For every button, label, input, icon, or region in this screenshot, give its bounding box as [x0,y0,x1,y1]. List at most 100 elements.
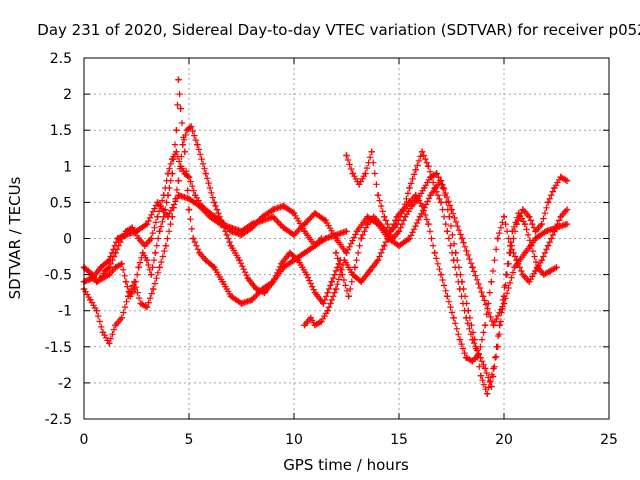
data-point [190,235,197,242]
data-point [328,278,335,286]
data-point [164,213,172,221]
data-point [532,228,539,235]
data-point [563,177,571,184]
data-point [175,76,182,83]
data-point [519,271,527,278]
data-point [477,372,485,379]
data-point [421,184,428,192]
data-point [156,228,163,235]
data-point [444,293,451,300]
data-point [416,213,424,221]
y-tick-label: 1 [63,159,72,175]
data-point [412,191,419,199]
data-point [106,339,113,347]
y-tick-label: 2 [63,87,72,103]
data-point [286,249,293,257]
data-point [343,228,350,235]
data-point [364,213,371,221]
data-point [227,224,235,231]
data-point [99,329,107,336]
data-point [465,307,472,314]
data-point [521,220,529,228]
data-point [93,278,100,286]
data-point [211,199,218,206]
data-point [538,256,545,264]
data-point [463,354,470,361]
data-point [253,285,260,293]
data-point [173,148,180,156]
data-point [358,235,365,242]
data-point [349,170,356,177]
data-point [112,321,119,329]
data-point [332,249,340,257]
y-tick-label: 0.5 [50,195,72,211]
data-point [154,213,161,221]
data-point [303,271,310,278]
data-point [106,264,113,271]
y-tick-label: 2.5 [50,51,72,67]
x-tick-label: 5 [185,432,194,448]
data-point [259,285,266,293]
x-tick-label: 0 [80,432,89,448]
data-point [353,228,361,235]
data-point [227,293,235,300]
data-point [395,228,403,235]
data-point [143,303,151,311]
data-point [425,163,432,170]
data-point [280,264,287,271]
data-point [150,285,157,293]
data-point [148,271,155,278]
data-points [80,76,571,397]
data-point [301,249,308,257]
data-point [437,271,445,278]
data-point [175,191,182,199]
data-point [311,321,319,329]
data-point [355,181,363,188]
data-point [112,264,119,271]
data-point [269,213,277,221]
data-point [364,220,371,228]
data-point [152,249,159,257]
data-point [135,264,142,271]
data-point [444,228,451,235]
data-point [502,271,510,278]
data-point [131,285,138,293]
data-point [238,228,245,235]
data-point [519,206,527,213]
y-tick-label: 0 [63,232,72,248]
data-point [324,307,331,314]
series-track-7 [80,177,571,329]
data-point [534,264,541,271]
series-track-3 [87,76,350,307]
x-tick-label: 15 [390,432,408,448]
data-point [311,289,319,296]
data-point [196,249,203,257]
data-point [406,235,413,242]
data-point [301,321,308,329]
data-point [381,242,388,249]
data-point [85,267,92,275]
data-point [227,242,235,249]
data-point [238,300,245,307]
data-point [269,206,277,213]
data-point [87,296,94,304]
data-point [553,264,560,271]
data-point [343,152,350,159]
data-point [141,242,149,249]
data-point [446,213,453,221]
data-point [358,278,365,286]
data-point [97,264,104,271]
data-point [139,249,146,257]
data-point [143,256,151,264]
data-point [118,314,125,322]
data-point [196,202,203,210]
data-point [551,184,558,192]
data-point [179,141,186,148]
data-point [526,278,533,286]
data-point [490,365,497,372]
data-point [202,170,209,177]
data-point [307,314,314,322]
data-point [490,321,497,329]
data-point [469,264,476,271]
